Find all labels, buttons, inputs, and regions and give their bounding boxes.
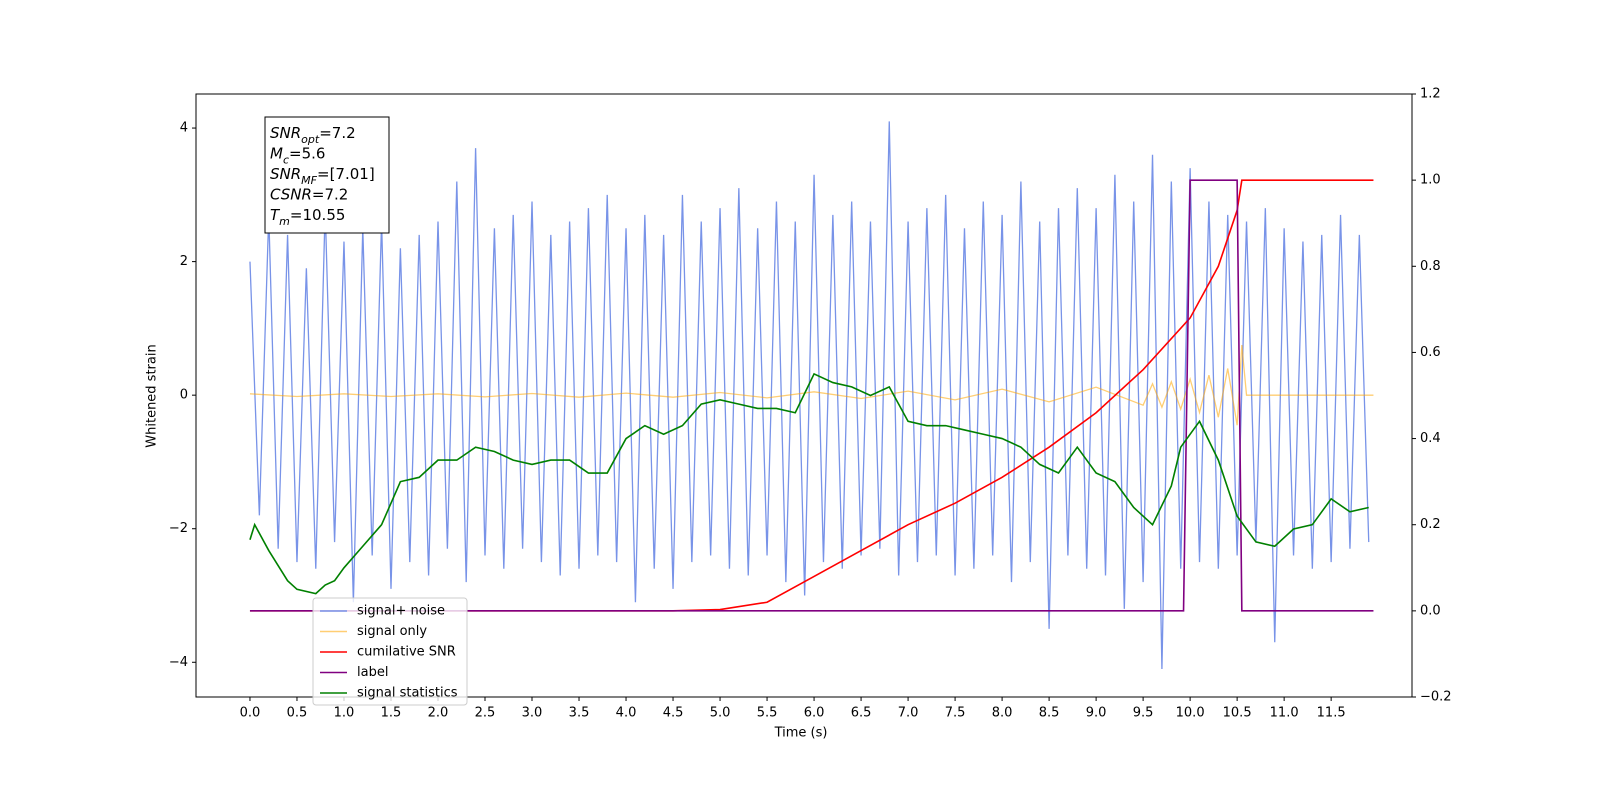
annotation: Mc=5.6 bbox=[270, 144, 325, 166]
x-tick-label: 7.0 bbox=[898, 706, 919, 721]
x-tick-label: 6.0 bbox=[804, 706, 825, 721]
series-line bbox=[249, 345, 1374, 426]
x-tick-label: 8.0 bbox=[992, 706, 1013, 721]
y2-tick-label: 0.6 bbox=[1420, 345, 1441, 360]
y2-tick-label: 1.2 bbox=[1420, 87, 1441, 102]
x-tick-label: 8.5 bbox=[1039, 706, 1060, 721]
annotation-text: =7.2 bbox=[319, 124, 355, 142]
x-tick-label: 3.0 bbox=[522, 706, 543, 721]
annotation-text: =[7.01] bbox=[317, 165, 375, 183]
annotation-subscript: c bbox=[283, 153, 289, 166]
x-tick-label: 11.0 bbox=[1270, 706, 1299, 721]
x-tick-label: 3.5 bbox=[569, 706, 590, 721]
annotation-symbol: SNR bbox=[270, 124, 301, 142]
y2-tick-label: 0.0 bbox=[1420, 603, 1441, 618]
legend-label: label bbox=[357, 665, 388, 680]
y-tick-label: 0 bbox=[180, 388, 188, 403]
y2-tick-label: 1.0 bbox=[1420, 173, 1441, 188]
legend-label: signal only bbox=[357, 624, 427, 639]
annotation: SNRopt=7.2 bbox=[270, 124, 356, 146]
annotation-text: =10.55 bbox=[290, 206, 346, 224]
legend-box bbox=[312, 597, 468, 706]
x-tick-label: 2.0 bbox=[428, 706, 449, 721]
x-tick-label: 5.5 bbox=[757, 706, 778, 721]
annotation-text: =5.6 bbox=[289, 144, 325, 162]
y2-tick-label: 0.2 bbox=[1420, 517, 1441, 532]
y-tick-label: 2 bbox=[180, 254, 188, 269]
x-tick-label: 10.5 bbox=[1223, 706, 1252, 721]
annotation-subscript: m bbox=[279, 215, 290, 228]
x-tick-label: 9.0 bbox=[1086, 706, 1107, 721]
x-tick-label: 0.5 bbox=[287, 706, 308, 721]
x-tick-label: 5.0 bbox=[710, 706, 731, 721]
legend-label: signal statistics bbox=[357, 686, 458, 701]
x-tick-label: 2.5 bbox=[475, 706, 496, 721]
annotation-box bbox=[264, 116, 390, 234]
series-line bbox=[249, 179, 1374, 612]
annotation-symbol: M bbox=[270, 144, 283, 162]
x-tick-label: 0.0 bbox=[240, 706, 261, 721]
legend-label: cumilative SNR bbox=[357, 645, 456, 660]
annotation: Tm=10.55 bbox=[270, 206, 345, 228]
y2-tick-label: 0.8 bbox=[1420, 259, 1441, 274]
y-axis-label: Whitened strain bbox=[145, 344, 160, 447]
y2-tick-label: 0.4 bbox=[1420, 431, 1441, 446]
x-tick-label: 1.5 bbox=[381, 706, 402, 721]
x-tick-label: 4.5 bbox=[663, 706, 684, 721]
annotation-subscript: MF bbox=[301, 174, 317, 187]
x-axis-label: Time (s) bbox=[774, 726, 828, 741]
annotation: CSNR=7.2 bbox=[270, 185, 348, 203]
x-tick-label: 11.5 bbox=[1317, 706, 1346, 721]
x-tick-label: 1.0 bbox=[334, 706, 355, 721]
annotation-symbol: SNR bbox=[270, 165, 301, 183]
annotation: SNRMF=[7.01] bbox=[270, 165, 375, 187]
x-tick-label: 6.5 bbox=[851, 706, 872, 721]
x-tick-label: 7.5 bbox=[945, 706, 966, 721]
legend-label: signal+ noise bbox=[357, 604, 445, 619]
y2-tick-label: −0.2 bbox=[1420, 690, 1452, 705]
x-tick-label: 10.0 bbox=[1176, 706, 1205, 721]
x-tick-label: 9.5 bbox=[1133, 706, 1154, 721]
x-tick-label: 4.0 bbox=[616, 706, 637, 721]
annotation-text: =7.2 bbox=[312, 185, 348, 203]
y-tick-label: −2 bbox=[169, 521, 188, 536]
annotation-subscript: opt bbox=[301, 133, 320, 146]
series-line bbox=[249, 372, 1369, 595]
y-tick-label: 4 bbox=[180, 121, 188, 136]
y-tick-label: −4 bbox=[169, 655, 188, 670]
annotation-symbol: CSNR bbox=[270, 185, 312, 203]
annotation-symbol: T bbox=[270, 206, 281, 224]
series-line bbox=[249, 179, 1374, 612]
plot-area bbox=[249, 121, 1374, 669]
